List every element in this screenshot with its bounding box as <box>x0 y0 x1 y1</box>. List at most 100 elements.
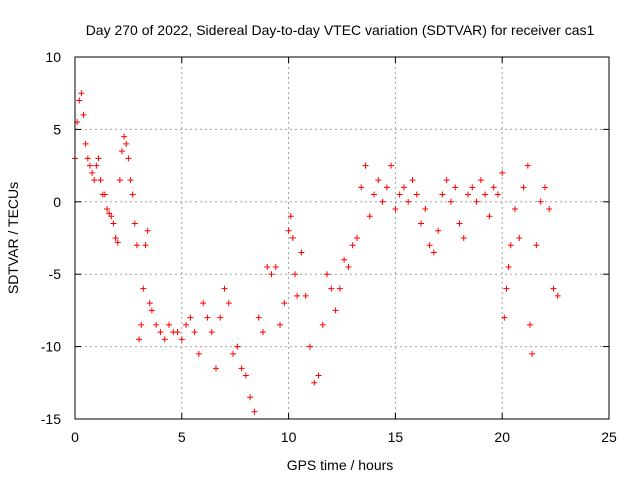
data-point <box>277 321 284 328</box>
data-point <box>133 242 140 249</box>
data-point <box>456 220 463 227</box>
data-point <box>405 198 412 205</box>
data-point <box>82 140 89 147</box>
data-point <box>247 394 254 401</box>
data-point <box>473 198 480 205</box>
data-point <box>550 285 557 292</box>
data-point <box>234 343 241 350</box>
chart-title: Day 270 of 2022, Sidereal Day-to-day VTE… <box>86 22 595 38</box>
data-point <box>345 263 352 270</box>
data-point <box>108 213 115 220</box>
data-point <box>238 365 245 372</box>
x-tick-label: 15 <box>388 429 404 445</box>
y-tick-label: 5 <box>53 121 61 137</box>
data-point <box>362 162 369 169</box>
data-point <box>298 249 305 256</box>
data-point <box>554 292 561 299</box>
data-point <box>460 235 467 241</box>
data-point <box>546 206 553 213</box>
data-point <box>302 292 309 299</box>
data-point <box>469 184 476 191</box>
data-point <box>332 307 339 314</box>
data-point <box>494 191 501 198</box>
data-point <box>84 155 91 162</box>
data-point <box>358 184 365 191</box>
data-point <box>507 242 514 249</box>
data-point <box>383 184 390 191</box>
data-point <box>289 235 296 241</box>
data-point <box>221 285 228 292</box>
data-point <box>319 321 326 328</box>
data-point <box>341 256 348 263</box>
data-point <box>195 350 202 357</box>
x-tick-label: 25 <box>601 429 617 445</box>
data-point <box>353 235 360 241</box>
data-point <box>118 148 125 155</box>
data-point <box>91 177 98 184</box>
data-point <box>153 321 160 328</box>
data-point <box>392 206 399 213</box>
y-tick-label: -5 <box>49 266 62 282</box>
data-point <box>78 90 85 97</box>
x-tick-label: 10 <box>281 429 297 445</box>
data-point <box>272 263 279 270</box>
data-point <box>435 227 442 234</box>
data-point <box>400 184 407 191</box>
data-point <box>409 177 416 184</box>
data-point <box>529 350 536 357</box>
data-point <box>157 329 164 336</box>
data-point <box>430 249 437 256</box>
data-point <box>439 191 446 198</box>
data-point <box>259 329 266 336</box>
y-axis-label: SDTVAR / TECUs <box>5 182 21 294</box>
data-point <box>311 379 318 386</box>
data-point <box>251 408 258 415</box>
data-point <box>80 111 87 118</box>
data-point <box>89 169 96 176</box>
data-point <box>104 206 111 213</box>
data-point <box>161 336 168 343</box>
data-point <box>422 206 429 213</box>
data-point <box>101 191 108 198</box>
data-point <box>116 177 123 184</box>
data-point <box>447 198 454 205</box>
data-point <box>413 191 420 198</box>
data-point <box>114 239 121 246</box>
data-point <box>465 191 472 198</box>
data-point <box>121 133 128 140</box>
grid <box>75 57 609 419</box>
data-point <box>526 321 533 328</box>
x-tick-label: 5 <box>178 429 186 445</box>
data-point <box>131 220 138 227</box>
data-point <box>264 263 271 270</box>
data-point <box>144 227 151 234</box>
data-point <box>140 285 147 292</box>
data-point <box>183 321 190 328</box>
data-point <box>443 177 450 184</box>
data-point <box>537 198 544 205</box>
data-point <box>178 336 185 343</box>
data-point <box>486 213 493 220</box>
data-point <box>371 191 378 198</box>
data-point <box>225 300 232 307</box>
data-point <box>349 242 356 249</box>
data-point <box>324 271 331 278</box>
data-point <box>499 169 506 176</box>
data-point <box>336 285 343 292</box>
data-point <box>142 242 149 249</box>
y-tick-label: -10 <box>41 339 61 355</box>
data-point <box>174 329 181 336</box>
data-point <box>208 329 215 336</box>
data-point <box>541 184 548 191</box>
data-point <box>501 314 508 321</box>
data-point <box>97 177 104 184</box>
data-point <box>418 220 425 227</box>
data-point <box>86 162 93 169</box>
data-point <box>200 300 207 307</box>
data-point <box>505 263 512 270</box>
data-point <box>95 155 102 162</box>
data-point <box>426 242 433 249</box>
data-point <box>217 314 224 321</box>
data-point <box>110 220 117 227</box>
